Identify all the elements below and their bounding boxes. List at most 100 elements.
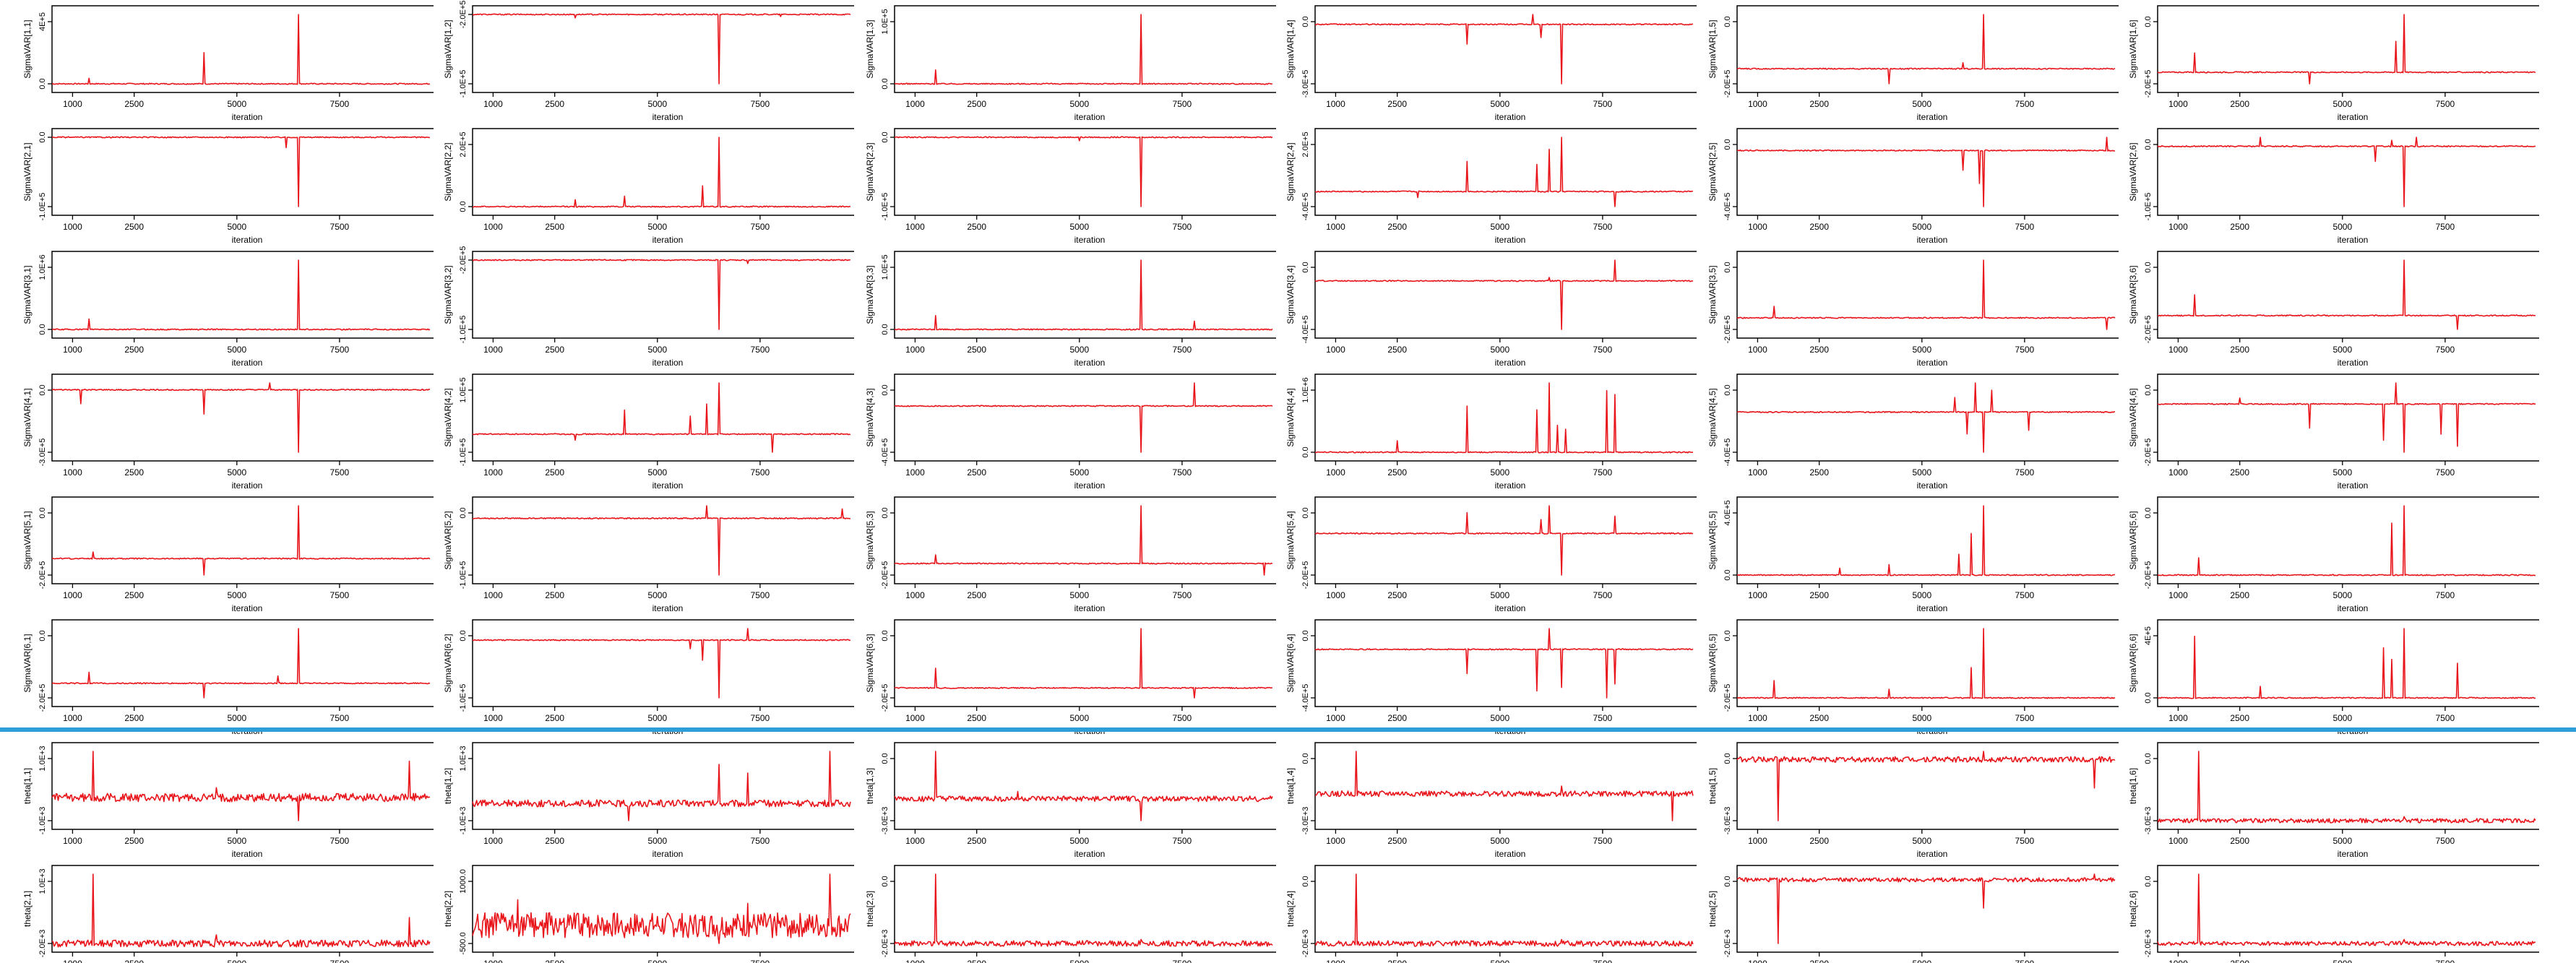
x-tick-label: 5000: [1069, 99, 1089, 109]
trace-plot-svg: 1000 2500 5000 7500 iteration -2.0E+5 0.0 Sigma…: [2128, 496, 2539, 613]
trace-line: [51, 259, 431, 331]
trace-line: [51, 14, 431, 85]
x-axis-title: iteration: [1495, 849, 1526, 859]
y-axis-title: theta[2,6]: [2128, 891, 2138, 927]
x-tick-label: 2500: [1387, 713, 1407, 723]
x-axis-title: iteration: [1074, 112, 1106, 122]
x-tick-label: 7500: [2436, 222, 2455, 232]
x-axis-title: iteration: [652, 849, 684, 859]
plot-frame: [51, 619, 434, 707]
y-tick-label: -2.0E+5: [1723, 70, 1732, 98]
trace-plot-svg: 1000 2500 5000 7500 iteration -2.0E+5 0.0 Sigma…: [1285, 496, 1697, 613]
trace-panel: 1000250050007500iteration-2.0E+50.0Sigma…: [1685, 614, 2119, 737]
x-tick-label: 5000: [1490, 99, 1509, 109]
x-tick-label: 7500: [330, 345, 350, 355]
trace-line: [472, 382, 851, 453]
trace-plot-svg: 1000250050007500iteration-4.0E+50.0Sigma…: [1285, 619, 1697, 736]
x-tick-label: 2500: [545, 345, 564, 355]
x-tick-label: 1000: [483, 836, 503, 846]
y-tick-label: 0.0: [2144, 692, 2153, 703]
trace-plot-svg: 1000 2500 5000 7500 iteration -1.0E+5 1.0E+5 Si…: [443, 373, 854, 491]
x-tick-label: 7500: [1593, 99, 1613, 109]
x-tick-label: 1000: [63, 590, 82, 600]
y-tick-label: -2.0E+5: [881, 684, 889, 712]
y-tick-label: -2.0E+3: [38, 930, 47, 958]
x-axis-title: iteration: [232, 112, 263, 122]
y-tick-label: 0.0: [1301, 446, 1310, 457]
x-axis-title: iteration: [652, 603, 684, 613]
x-tick-label: 7500: [1173, 713, 1192, 723]
y-axis-title: theta[2,1]: [22, 891, 33, 927]
x-tick-label: 7500: [751, 836, 770, 846]
x-tick-label: 1000: [483, 467, 503, 478]
x-tick-label: 2500: [1809, 836, 1829, 846]
plot-frame: [1314, 619, 1697, 707]
y-tick-label: -3.0E+3: [1723, 807, 1732, 835]
x-tick-label: 5000: [1069, 959, 1089, 963]
trace-panel: 1000 2500 5000 7500 iteration -1.0E+5 -2.0E+5 S…: [421, 0, 854, 123]
trace-panel: 1000 2500 5000 7500 iteration -4.0E+5 0.0 Sigma…: [843, 368, 1276, 491]
x-tick-label: 1000: [1748, 467, 1767, 478]
x-tick-label: 2500: [1387, 99, 1407, 109]
x-tick-label: 2500: [967, 345, 986, 355]
trace-line: [2157, 137, 2536, 207]
x-tick-label: 5000: [227, 345, 246, 355]
x-tick-label: 1000: [1748, 836, 1767, 846]
x-tick-label: 5000: [2332, 467, 2352, 478]
x-tick-label: 5000: [227, 590, 246, 600]
x-tick-label: 5000: [1912, 713, 1931, 723]
trace-plot-svg: 1000 2500 5000 7500 iteration -3.0E+3 0.0 theta…: [865, 742, 1276, 859]
plot-frame: [1314, 5, 1697, 93]
y-tick-label: 1000.0: [459, 869, 468, 894]
y-tick-label: 0.0: [1723, 139, 1732, 150]
y-tick-label: -3.0E+3: [2144, 807, 2153, 835]
trace-panel: 1000 2500 5000 7500 iteration 0.0 1.0E+6 SigmaV…: [1263, 368, 1697, 491]
x-tick-label: 7500: [1173, 222, 1192, 232]
x-tick-label: 5000: [647, 836, 667, 846]
x-tick-label: 1000: [1748, 959, 1767, 963]
y-tick-label: 0.0: [2144, 753, 2153, 764]
x-tick-label: 5000: [227, 836, 246, 846]
x-tick-label: 7500: [1173, 836, 1192, 846]
plot-frame: [894, 5, 1276, 93]
y-tick-label: 1.0E+6: [1301, 377, 1310, 402]
x-tick-label: 5000: [647, 713, 667, 723]
x-axis-title: iteration: [1495, 235, 1526, 245]
plot-frame: [51, 742, 434, 830]
trace-line: [894, 873, 1273, 947]
trace-plot-svg: 1000 2500 5000 7500 iteration -2.0E+5 0.0 Sigma…: [2128, 373, 2539, 491]
x-tick-label: 5000: [647, 467, 667, 478]
plot-frame: [1314, 251, 1697, 339]
y-tick-label: 0.0: [1301, 753, 1310, 764]
y-tick-label: -4.0E+5: [1723, 439, 1732, 467]
x-tick-label: 5000: [1490, 836, 1509, 846]
y-tick-label: 0.0: [459, 507, 468, 518]
y-axis-title: SigmaVAR[4,2]: [443, 388, 453, 446]
x-tick-label: 5000: [1912, 590, 1931, 600]
y-axis-title: theta[1,2]: [443, 768, 453, 804]
x-axis-title: iteration: [232, 849, 263, 859]
x-tick-label: 7500: [1593, 590, 1613, 600]
x-tick-label: 7500: [2015, 959, 2035, 963]
trace-line: [2157, 873, 2536, 946]
trace-line: [894, 136, 1273, 207]
y-tick-label: 1.0E+3: [459, 746, 468, 771]
y-tick-label: 4.0E+5: [1723, 500, 1732, 525]
y-tick-label: 1.0E+5: [881, 9, 889, 34]
y-tick-label: -1.0E+3: [38, 807, 47, 835]
x-tick-label: 5000: [1912, 836, 1931, 846]
y-tick-label: 0.0: [1723, 16, 1732, 27]
x-tick-label: 7500: [1173, 959, 1192, 963]
y-tick-label: 4E+5: [38, 12, 47, 31]
plot-frame: [51, 865, 434, 953]
x-tick-label: 7500: [2436, 345, 2455, 355]
plot-frame: [1314, 373, 1697, 462]
trace-plot-svg: 1000 2500 5000 7500 iteration -2.0E+5 0.0 Sigma…: [865, 496, 1276, 613]
x-tick-label: 7500: [751, 345, 770, 355]
trace-line: [1736, 14, 2116, 85]
y-axis-title: SigmaVAR[4,5]: [1707, 388, 1718, 446]
x-tick-label: 1000: [2168, 959, 2188, 963]
y-tick-label: 2.0E+5: [1301, 131, 1310, 157]
trace-line: [1736, 751, 2116, 821]
